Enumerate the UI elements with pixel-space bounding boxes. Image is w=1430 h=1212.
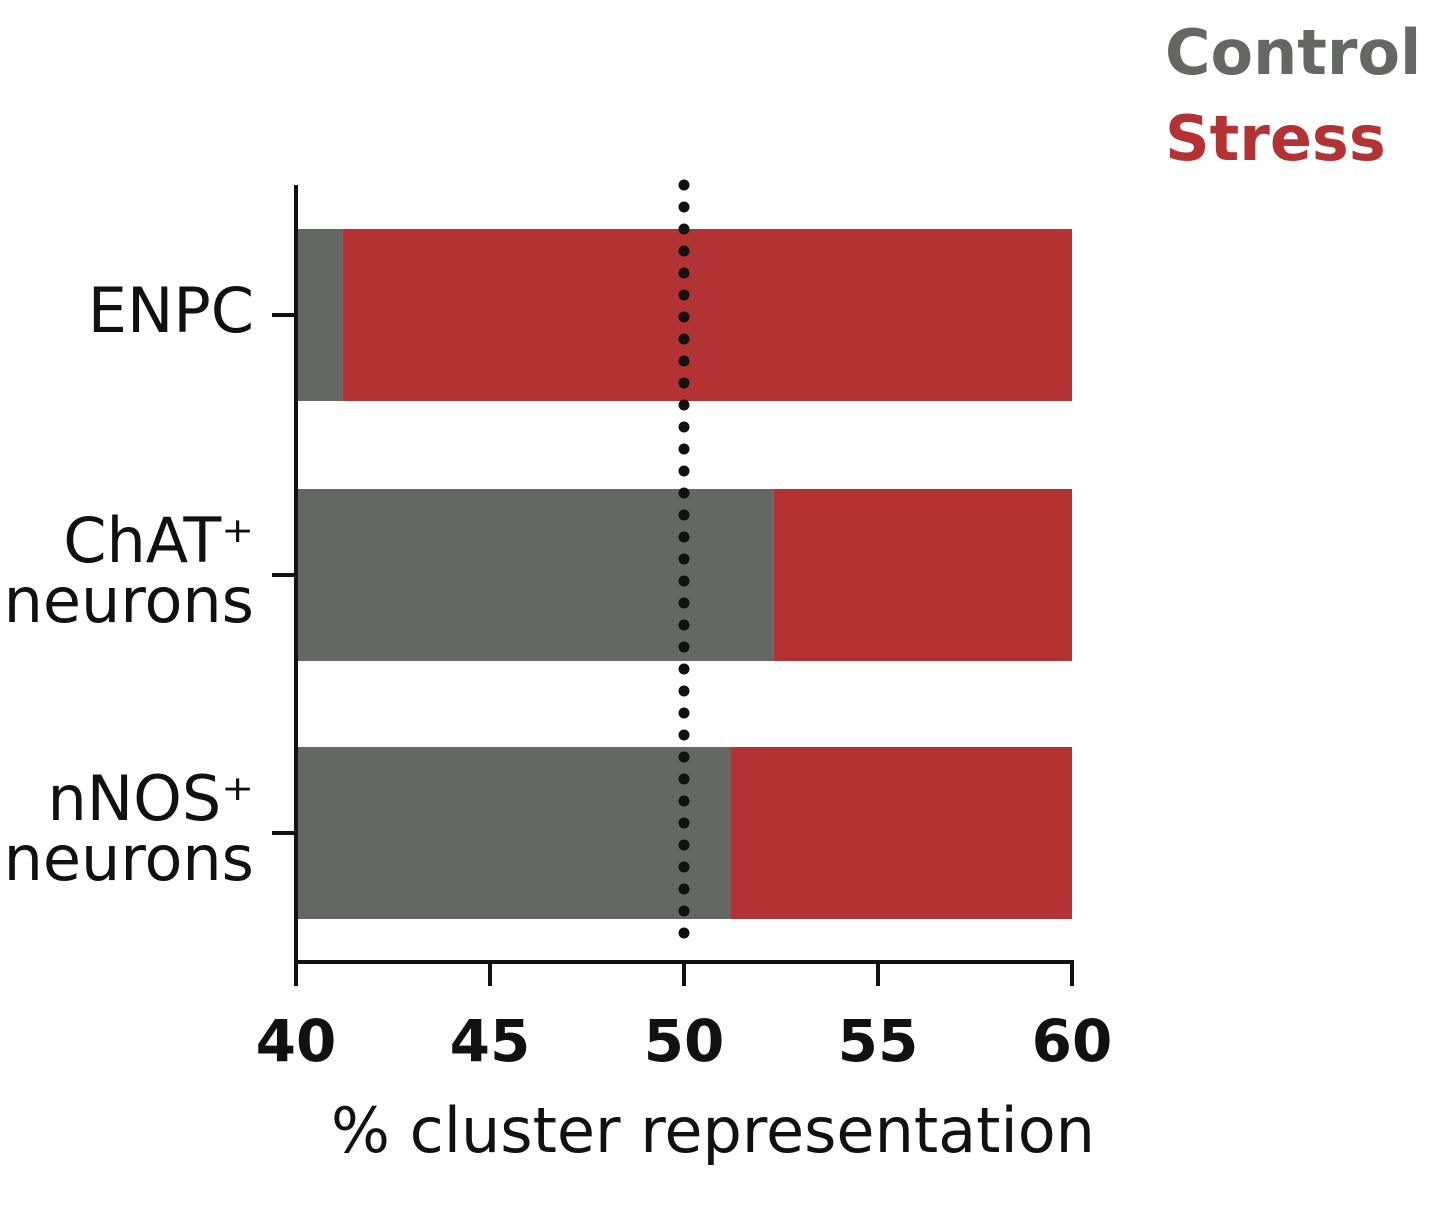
x-tick-label: 55	[838, 1007, 919, 1075]
x-tick-label: 60	[1032, 1007, 1113, 1075]
legend-entry: Control	[1165, 16, 1421, 89]
bar-segment	[296, 229, 343, 401]
bar-segment	[296, 747, 731, 919]
y-tick-label: ChAT⁺ neurons	[4, 504, 254, 637]
bar-segment	[773, 489, 1072, 661]
y-tick-label: nNOS⁺ neurons	[4, 762, 254, 895]
bar-segment	[342, 229, 1072, 401]
bar-segment	[296, 489, 774, 661]
x-tick-label: 45	[450, 1007, 531, 1075]
x-axis-title: % cluster representation	[331, 1094, 1095, 1167]
x-tick-label: 40	[256, 1007, 337, 1075]
plot-area	[296, 229, 1072, 919]
legend-entry: Stress	[1165, 102, 1386, 175]
y-tick-label: ENPC	[88, 274, 254, 347]
bar-segment	[730, 747, 1072, 919]
x-tick-label: 50	[644, 1007, 725, 1075]
